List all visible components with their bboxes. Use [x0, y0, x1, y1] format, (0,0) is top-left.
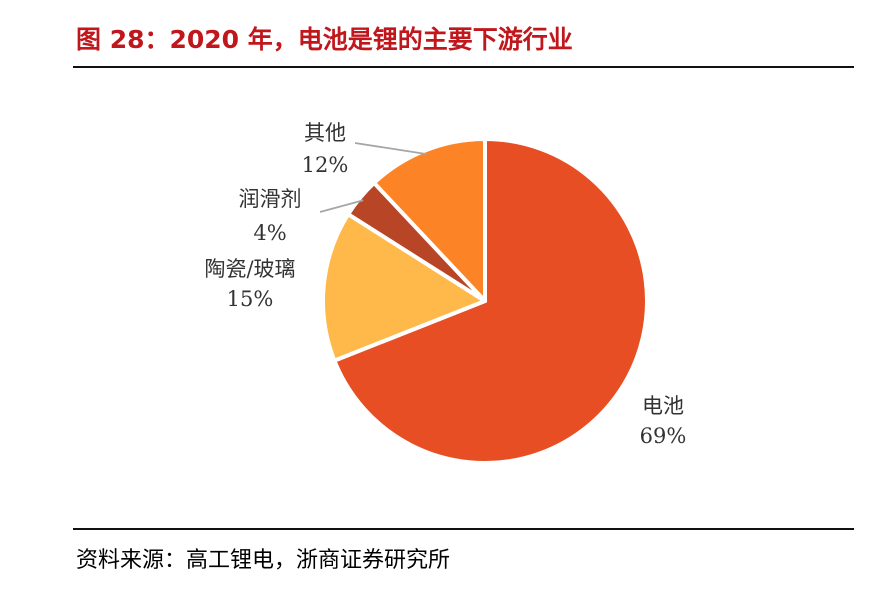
- pie-slice-ceramics-glass: [321, 212, 487, 363]
- top-divider: [73, 66, 854, 68]
- pie-slice-battery: [332, 137, 649, 465]
- pie-slices: [321, 137, 649, 465]
- chart-title: 图 28：2020 年，电池是锂的主要下游行业: [76, 25, 573, 54]
- pie-slice-other: [372, 137, 487, 303]
- bottom-divider: [73, 528, 854, 530]
- slice-value-ceramics-glass: 15%: [227, 287, 274, 311]
- slice-name-other: 其他: [304, 121, 346, 145]
- slice-name-ceramics-glass: 陶瓷/玻璃: [204, 257, 295, 281]
- slice-name-lubricant: 润滑剂: [239, 187, 302, 211]
- leader-line-other: [354, 142, 427, 155]
- slice-value-other: 12%: [302, 153, 349, 177]
- leader-lines: [319, 142, 427, 213]
- slice-name-battery: 电池: [642, 394, 684, 418]
- slice-value-battery: 69%: [640, 424, 687, 448]
- leader-line-lubricant: [319, 199, 364, 213]
- source-note: 资料来源：高工锂电，浙商证券研究所: [76, 548, 451, 573]
- slice-value-lubricant: 4%: [253, 221, 286, 245]
